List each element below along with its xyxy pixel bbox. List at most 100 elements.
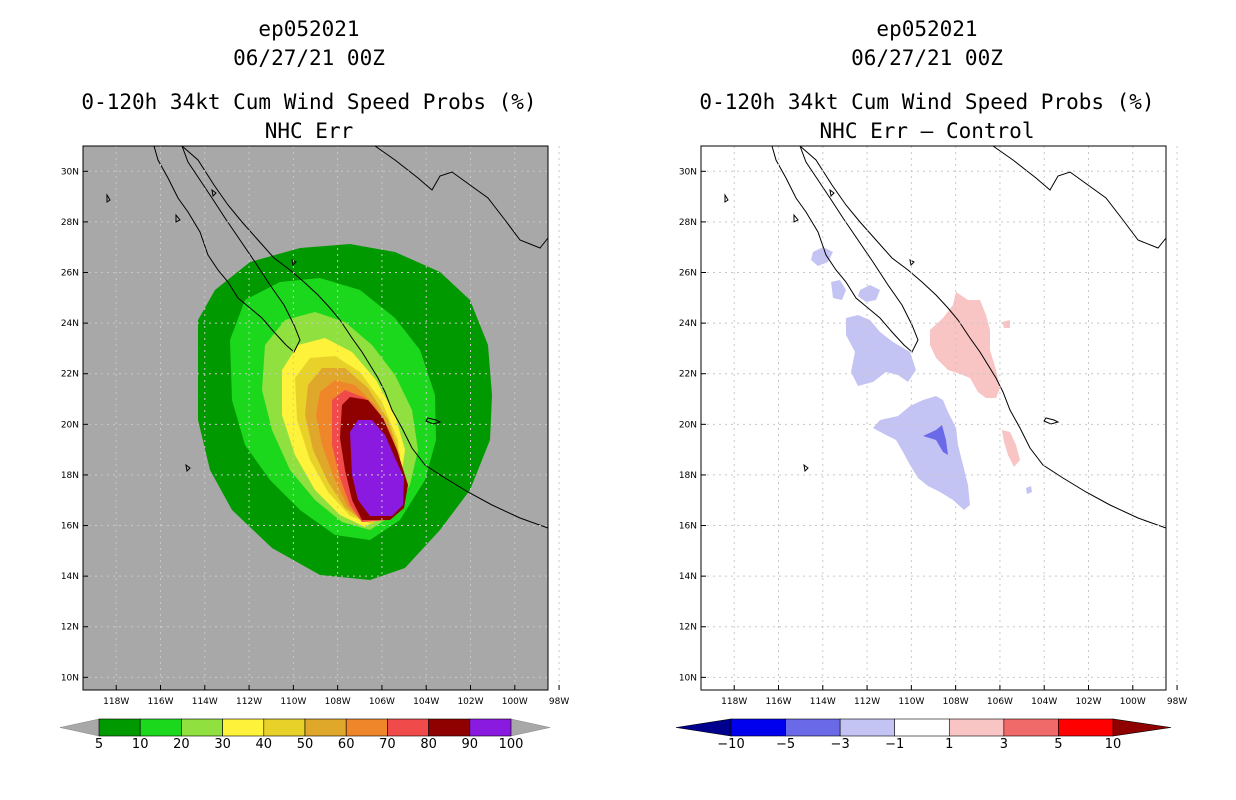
colorbar-swatch	[730, 718, 786, 737]
left-title-line-1: ep052021	[258, 17, 360, 41]
colorbar-label: 3	[1000, 737, 1008, 752]
x-tick-label: 118W	[103, 697, 129, 707]
x-tick-label: 110W	[898, 697, 924, 707]
x-tick-label: 102W	[1075, 697, 1101, 707]
diff-neg-3-to-5	[923, 425, 948, 455]
colorbar-swatch	[785, 718, 841, 737]
left-panel: ep052021 06/27/21 00Z 0-120h 34kt Cum Wi…	[59, 17, 570, 752]
colorbar-label: 10	[132, 737, 149, 752]
right-difference-fill	[811, 247, 1032, 510]
right-gridlines	[701, 146, 1178, 690]
colorbar-swatch	[139, 718, 182, 737]
x-tick-label: 98W	[549, 697, 569, 707]
prob-90-contour	[350, 420, 404, 516]
colorbar-label: −10	[717, 737, 744, 752]
right-map-frame	[700, 145, 1167, 691]
colorbar-swatch	[1003, 718, 1059, 737]
diff-pos-1-to-3-coastal	[930, 292, 1000, 398]
y-tick-label: 24N	[679, 319, 697, 329]
colorbar-label: 100	[499, 737, 524, 752]
colorbar-swatch	[1058, 718, 1114, 737]
y-tick-label: 28N	[679, 218, 697, 228]
colorbar-arrow-low	[59, 718, 100, 737]
colorbar-swatch	[894, 718, 950, 737]
colorbar-swatch	[98, 718, 141, 737]
right-map: 118W 116W 114W 112W 110W 108W 106W 104W 102W 100W…	[675, 145, 1188, 752]
colorbar-swatch	[948, 718, 1005, 737]
left-colorbar: 5 10 20 30 40 50 60 70 80 90 100	[59, 718, 551, 752]
lake-chapala	[425, 417, 442, 425]
gulf-coast	[992, 146, 1166, 249]
y-tick-label: 14N	[61, 572, 79, 582]
y-tick-label: 30N	[61, 167, 79, 177]
colorbar-arrow-high	[510, 718, 551, 737]
diff-pos-1-to-3-dots	[1002, 320, 1020, 467]
y-tick-label: 24N	[61, 319, 79, 329]
y-tick-label: 16N	[61, 522, 79, 532]
mainland-mexico-coast	[181, 146, 548, 529]
right-title-line-4: NHC Err – Control	[819, 119, 1035, 143]
right-title-line-1: ep052021	[876, 17, 978, 41]
x-tick-label: 108W	[325, 697, 351, 707]
y-tick-label: 10N	[679, 673, 697, 683]
y-tick-label: 12N	[61, 623, 79, 633]
x-tick-label: 112W	[854, 697, 880, 707]
colorbar-arrow-low	[675, 718, 732, 737]
island-revillagigedo	[185, 463, 191, 473]
right-panel: ep052021 06/27/21 00Z 0-120h 34kt Cum Wi…	[618, 0, 1236, 800]
colorbar-label: −3	[831, 737, 850, 752]
island-revillagigedo	[803, 463, 809, 473]
left-axis-ticks: 118W 116W 114W 112W 110W 108W 106W 104W 102W 100W…	[61, 167, 570, 707]
x-tick-label: 104W	[1031, 697, 1057, 707]
left-gridlines	[83, 146, 560, 690]
colorbar-swatch	[263, 718, 306, 737]
colorbar-arrow-high	[1112, 718, 1172, 737]
left-title-line-2: 06/27/21 00Z	[233, 46, 385, 70]
right-axis-ticks: 118W 116W 114W 112W 110W 108W 106W 104W 102W 100W…	[679, 167, 1188, 707]
right-title-line-2: 06/27/21 00Z	[851, 46, 1003, 70]
left-title-line-4: NHC Err	[264, 119, 354, 143]
colorbar-label: 90	[462, 737, 479, 752]
y-tick-label: 12N	[679, 623, 697, 633]
mainland-mexico-coast	[799, 146, 1166, 529]
colorbar-label: 70	[379, 737, 396, 752]
left-title-line-3: 0-120h 34kt Cum Wind Speed Probs (%)	[81, 90, 537, 114]
y-tick-label: 22N	[61, 370, 79, 380]
left-map: 118W 116W 114W 112W 110W 108W 106W 104W 102W 100W…	[59, 145, 570, 752]
right-title-line-3: 0-120h 34kt Cum Wind Speed Probs (%)	[699, 90, 1155, 114]
colorbar-label: 40	[256, 737, 273, 752]
colorbar-label: 50	[297, 737, 314, 752]
colorbar-swatch	[428, 718, 471, 737]
y-tick-label: 20N	[679, 420, 697, 430]
colorbar-swatch	[839, 718, 896, 737]
x-tick-label: 118W	[721, 697, 747, 707]
gulf-islands	[106, 188, 297, 267]
x-tick-label: 114W	[810, 697, 836, 707]
colorbar-label: 60	[338, 737, 355, 752]
colorbar-label: 1	[945, 737, 953, 752]
y-tick-label: 18N	[61, 471, 79, 481]
y-tick-label: 26N	[61, 269, 79, 279]
colorbar-label: 20	[173, 737, 190, 752]
colorbar-label: −1	[885, 737, 904, 752]
x-tick-label: 102W	[457, 697, 483, 707]
x-tick-label: 104W	[413, 697, 439, 707]
colorbar-swatch	[387, 718, 429, 737]
colorbar-swatch	[304, 718, 347, 737]
diff-neg-1-to-3-main	[846, 315, 970, 510]
x-tick-label: 114W	[192, 697, 218, 707]
y-tick-label: 22N	[679, 370, 697, 380]
x-tick-label: 116W	[147, 697, 173, 707]
colorbar-swatch	[222, 718, 265, 737]
y-tick-label: 30N	[679, 167, 697, 177]
colorbar-label: 80	[420, 737, 437, 752]
diff-neg-1-to-3-island	[858, 285, 880, 302]
y-tick-label: 28N	[61, 218, 79, 228]
colorbar-label: 5	[95, 737, 103, 752]
colorbar-label: 5	[1054, 737, 1062, 752]
x-tick-label: 116W	[765, 697, 791, 707]
y-tick-label: 10N	[61, 673, 79, 683]
diff-neg-1-to-3-dot	[1026, 486, 1032, 494]
x-tick-label: 108W	[943, 697, 969, 707]
diff-neg-1-to-3-north	[811, 247, 833, 266]
